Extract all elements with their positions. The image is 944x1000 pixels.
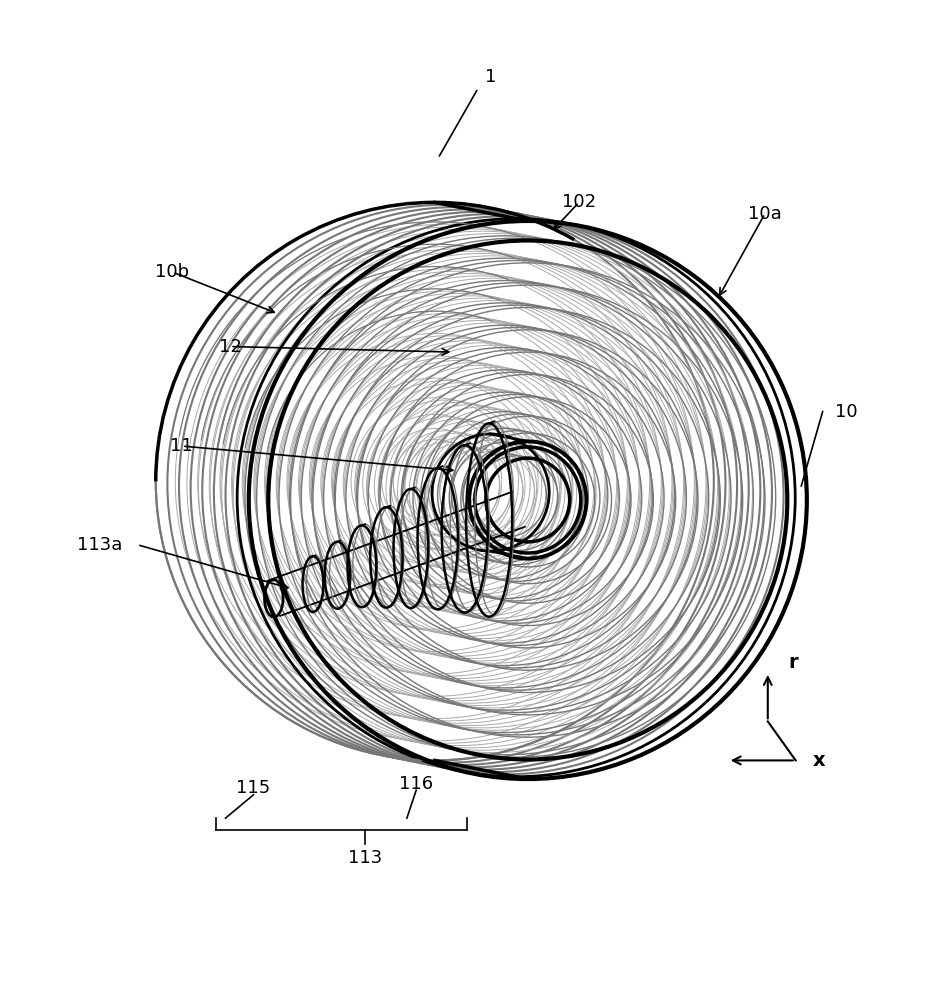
- Text: 102: 102: [562, 193, 596, 211]
- Text: 10: 10: [834, 403, 857, 421]
- Text: 10b: 10b: [156, 263, 190, 281]
- Text: 10a: 10a: [748, 205, 782, 223]
- Text: 12: 12: [219, 338, 242, 356]
- Text: 116: 116: [399, 775, 433, 793]
- Text: 113a: 113a: [77, 536, 123, 554]
- Text: 11: 11: [171, 437, 194, 455]
- Text: 1: 1: [485, 68, 497, 86]
- Text: r: r: [788, 653, 798, 672]
- Text: 115: 115: [236, 779, 271, 797]
- Text: x: x: [813, 751, 825, 770]
- Text: 113: 113: [348, 849, 382, 867]
